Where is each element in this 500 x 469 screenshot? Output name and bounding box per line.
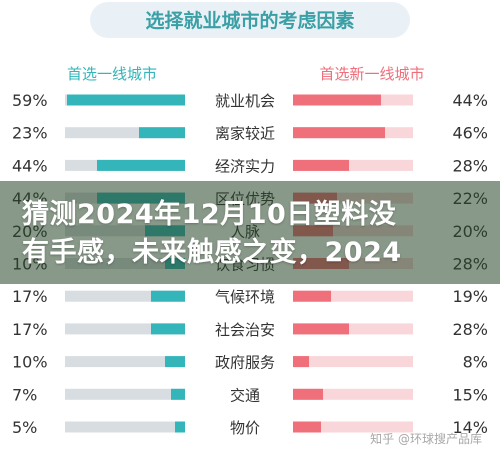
- right-bar-track: [293, 323, 413, 335]
- right-bar: [293, 94, 381, 106]
- left-bar-track: [65, 388, 185, 400]
- right-bar: [293, 388, 323, 400]
- right-bar-track: [293, 421, 413, 433]
- left-bar-track: [65, 356, 185, 368]
- left-value-label: 17%: [12, 320, 48, 339]
- left-bar: [171, 388, 185, 400]
- left-bar-track: [65, 421, 185, 433]
- right-value-label: 19%: [452, 287, 488, 306]
- category-label: 经济实力: [215, 157, 275, 175]
- right-bar-track: [293, 356, 413, 368]
- left-value-label: 23%: [12, 124, 48, 143]
- right-bar-track: [293, 290, 413, 302]
- left-value-label: 7%: [12, 385, 37, 404]
- right-bar: [293, 159, 349, 171]
- right-bar: [293, 290, 331, 302]
- left-bar: [165, 356, 185, 368]
- category-label: 就业机会: [215, 92, 275, 110]
- left-bar: [97, 159, 185, 171]
- headline-text: 猜测2024年12月10日塑料没 有手感，未来触感之变，2024: [22, 199, 402, 268]
- right-bar: [293, 356, 309, 368]
- category-label: 社会治安: [215, 321, 275, 339]
- left-value-label: 10%: [12, 353, 48, 372]
- headline-overlay: [0, 181, 500, 284]
- series-name-left: 首选一线城市: [67, 65, 157, 83]
- right-bar: [293, 323, 349, 335]
- category-label: 交通: [230, 386, 260, 404]
- right-value-label: 44%: [452, 91, 488, 110]
- right-value-label: 46%: [452, 124, 488, 143]
- category-label: 气候环境: [215, 288, 275, 306]
- left-bar: [67, 94, 185, 106]
- watermark: 知乎 @环球搜产品库: [370, 432, 482, 446]
- right-value-label: 28%: [452, 156, 488, 175]
- right-bar-track: [293, 388, 413, 400]
- right-bar-track: [293, 159, 413, 171]
- right-bar: [293, 127, 385, 139]
- left-bar-track: [65, 323, 185, 335]
- left-value-label: 59%: [12, 91, 48, 110]
- left-bar: [151, 323, 185, 335]
- title-banner: [90, 2, 410, 38]
- left-value-label: 17%: [12, 287, 48, 306]
- left-bar: [175, 421, 185, 433]
- category-label: 物价: [230, 419, 260, 437]
- left-bar: [151, 290, 185, 302]
- left-bar-track: [65, 127, 185, 139]
- chart-title: 选择就业城市的考虑因素: [145, 9, 354, 32]
- category-label: 离家较近: [215, 125, 275, 143]
- right-value-label: 15%: [452, 385, 488, 404]
- left-bar-track: [65, 290, 185, 302]
- left-value-label: 44%: [12, 156, 48, 175]
- series-name-right: 首选新一线城市: [319, 65, 424, 83]
- left-value-label: 5%: [12, 418, 37, 437]
- right-value-label: 14%: [452, 418, 488, 437]
- right-value-label: 8%: [463, 353, 488, 372]
- category-label: 政府服务: [215, 354, 275, 372]
- right-bar: [293, 421, 321, 433]
- left-bar: [139, 127, 185, 139]
- right-value-label: 28%: [452, 320, 488, 339]
